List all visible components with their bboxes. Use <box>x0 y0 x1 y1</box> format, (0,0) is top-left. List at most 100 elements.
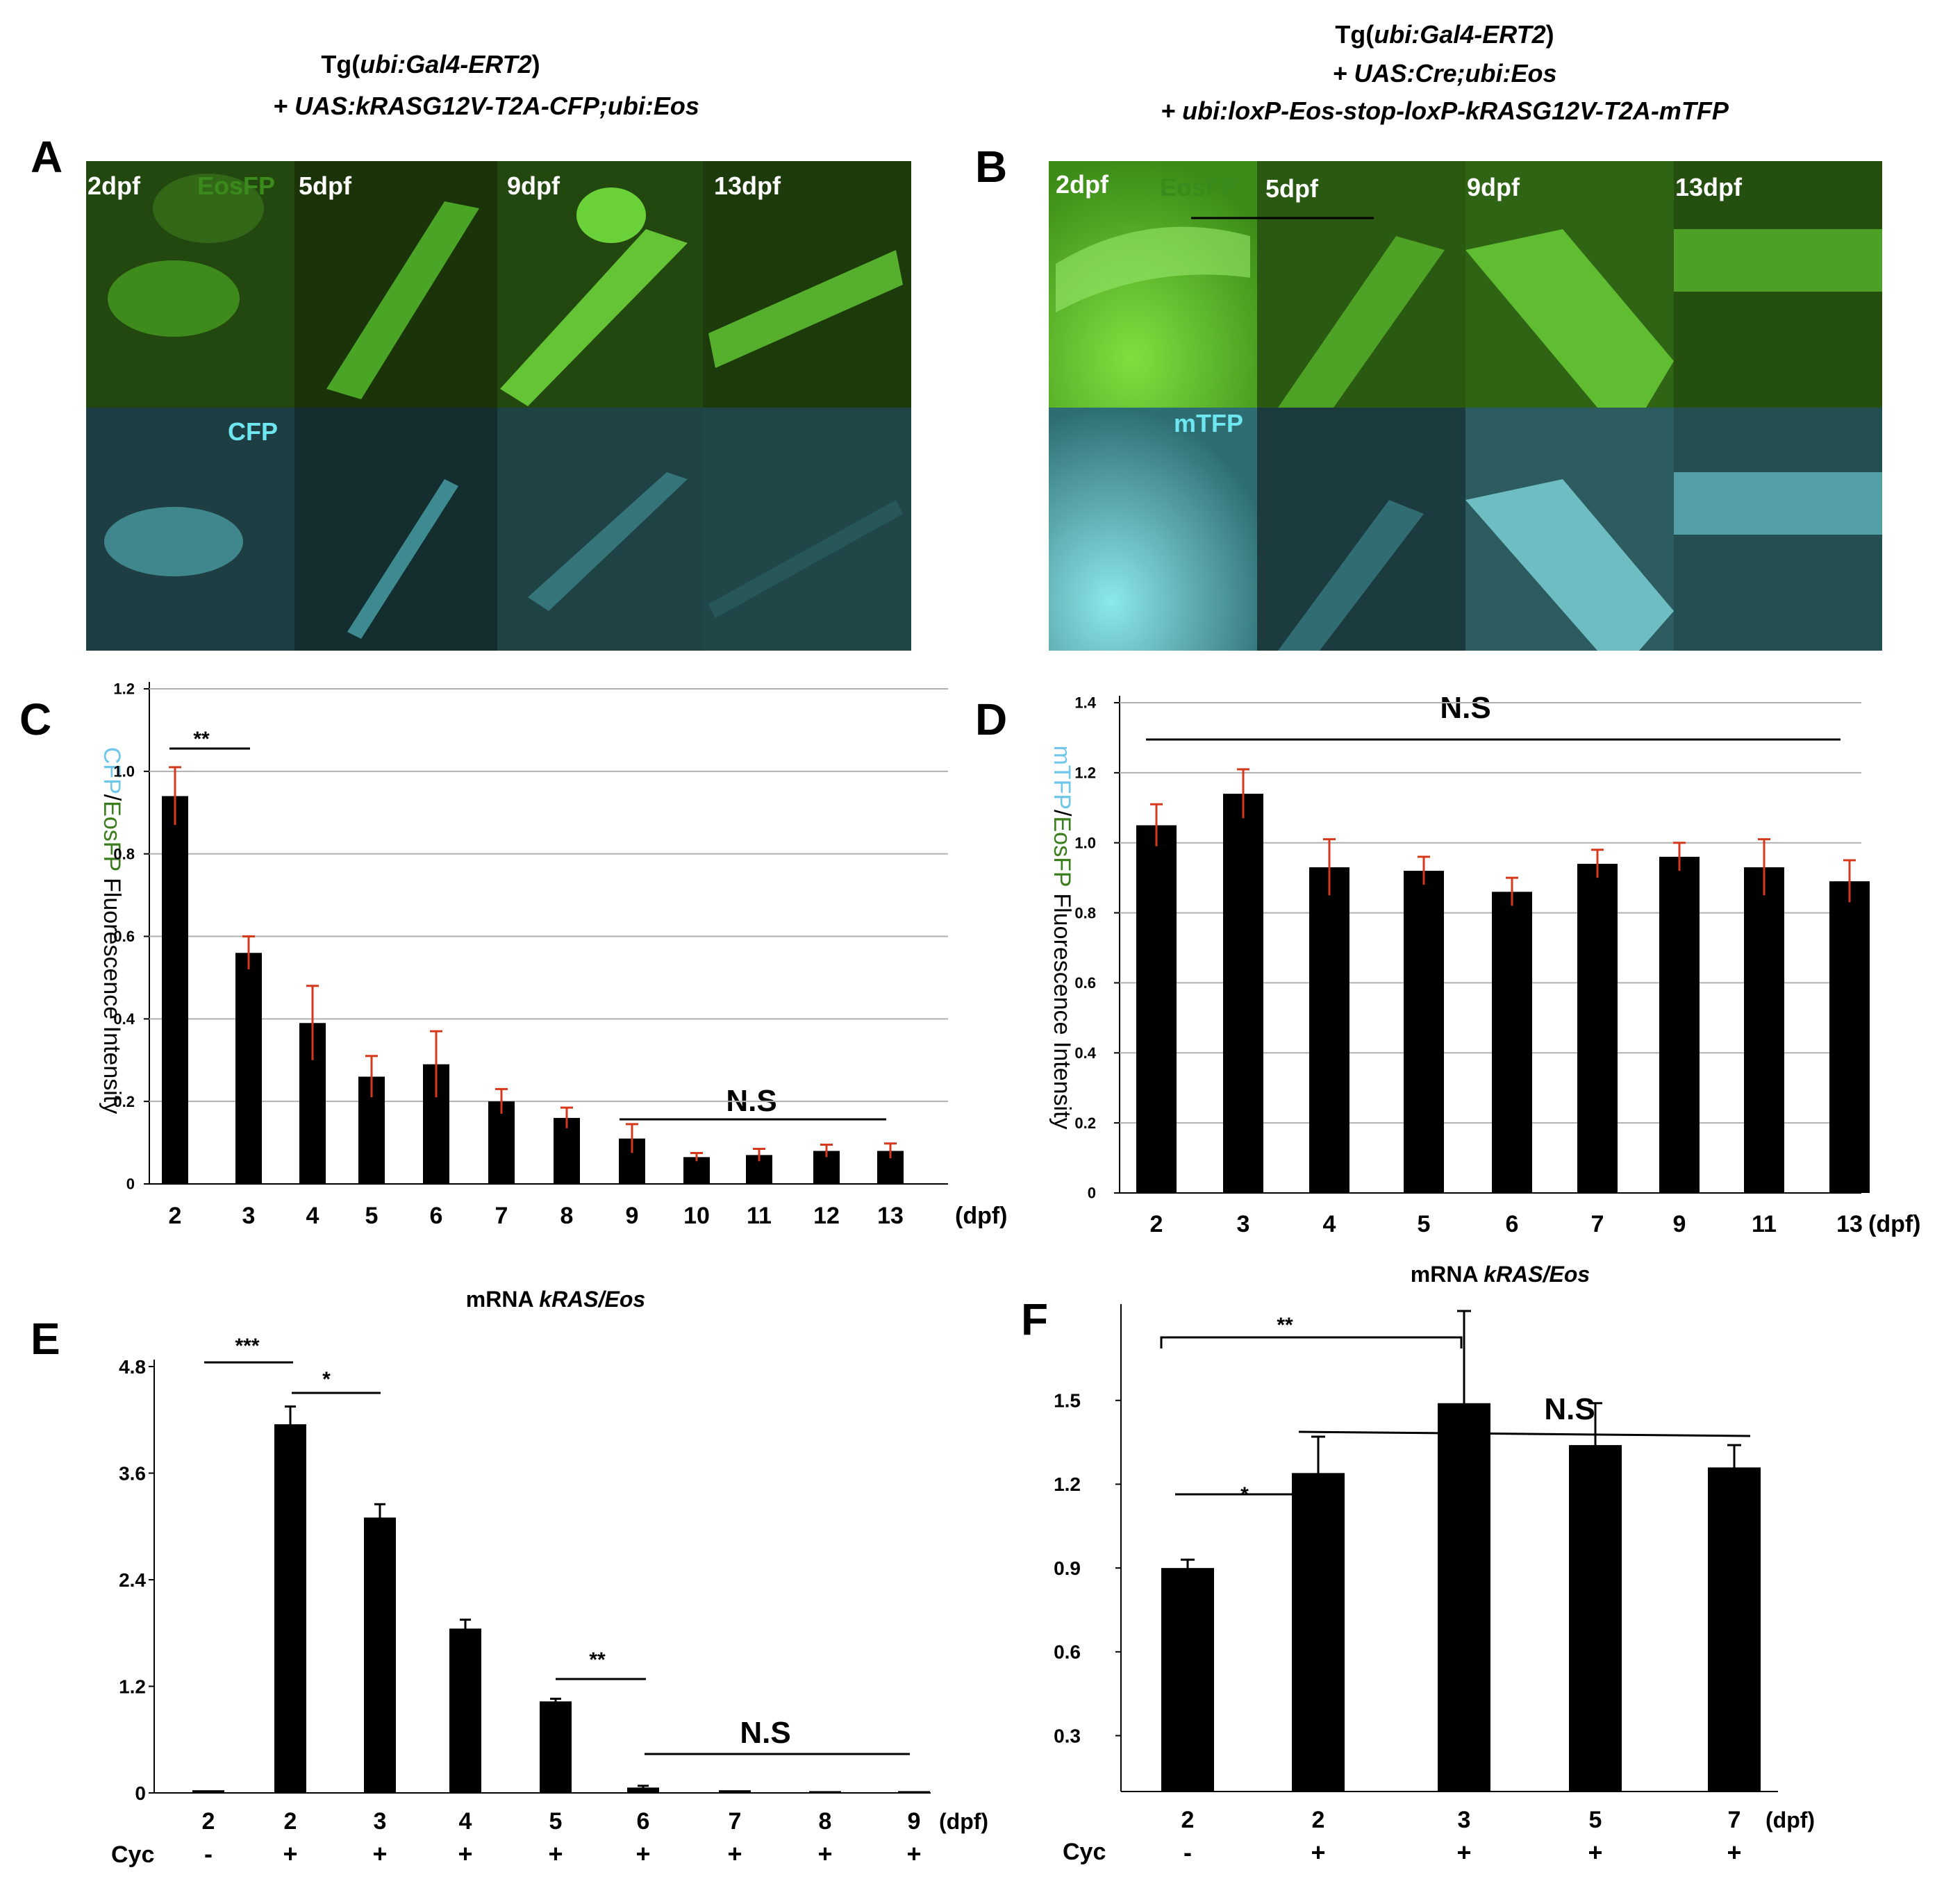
panel-b: B Tg(ubi:Gal4-ERT2) + UAS:Cre;ubi:Eos + … <box>975 20 1882 651</box>
x-tick-label: 2 <box>284 1808 297 1835</box>
x-tick-label: 5 <box>1589 1807 1602 1833</box>
bar <box>274 1424 306 1793</box>
chart-f-sig1-bracket <box>1160 1336 1463 1348</box>
x-tick-label: 7 <box>495 1203 508 1229</box>
x-tick-label: 11 <box>747 1203 772 1229</box>
panel-e-letter: E <box>31 1314 60 1364</box>
x-tick-label: 8 <box>819 1808 832 1835</box>
x-tick-label: 7 <box>1591 1211 1604 1237</box>
bar <box>1659 856 1700 1193</box>
cyc-label: + <box>283 1839 297 1868</box>
y-tick-label: 0.6 <box>1054 1642 1081 1663</box>
bar <box>1223 794 1263 1193</box>
bar <box>235 953 262 1184</box>
panel-a-micrographs <box>86 161 911 651</box>
x-tick-label: 3 <box>242 1203 256 1229</box>
y-tick-label: 0 <box>135 1782 146 1804</box>
y-tick-label: 4.8 <box>119 1356 146 1378</box>
label-a-2dpf: 2dpf <box>88 172 141 200</box>
bar <box>683 1157 710 1184</box>
x-tick-label: 12 <box>813 1203 840 1229</box>
label-b-9dpf: 9dpf <box>1467 173 1520 201</box>
chart-e-x-unit: (dpf) <box>939 1809 988 1834</box>
panel-b-header-line1: Tg(ubi:Gal4-ERT2) <box>1335 20 1554 49</box>
x-tick-label: 4 <box>1323 1211 1336 1237</box>
micrograph-b-mtfp-2dpf <box>1049 408 1257 651</box>
chart-c-x-unit: (dpf) <box>955 1203 1008 1229</box>
panel-f-letter: F <box>1021 1294 1048 1344</box>
label-b-eosfp: EosFP <box>1160 173 1238 201</box>
micrograph-a-cfp-9dpf <box>497 408 703 651</box>
y-tick-label: 2.4 <box>119 1569 146 1591</box>
x-tick-label: 5 <box>365 1203 379 1229</box>
chart-d-ns-label: N.S <box>1440 691 1490 725</box>
micrograph-a-cfp-5dpf <box>294 408 497 651</box>
bar <box>554 1117 580 1184</box>
y-tick-label: 1.0 <box>113 763 135 780</box>
panel-b-micrographs <box>1049 161 1882 651</box>
x-tick-label: 7 <box>729 1808 742 1835</box>
cyc-label: + <box>372 1839 387 1868</box>
x-tick-label: 5 <box>1418 1211 1431 1237</box>
label-a-cfp: CFP <box>228 417 278 446</box>
chart-e-sig1-label: *** <box>235 1335 259 1358</box>
y-tick-label: 0.4 <box>113 1010 135 1028</box>
y-tick-label: 1.2 <box>1054 1473 1081 1495</box>
y-tick-label: 3.6 <box>119 1462 146 1484</box>
y-tick-label: 1.4 <box>1074 694 1096 712</box>
x-tick-label: 6 <box>637 1808 650 1835</box>
x-tick-label: 4 <box>306 1203 319 1229</box>
chart-d: mTFP/EosFP Fluorescence Intensity (dpf) … <box>1049 691 1921 1237</box>
x-tick-label: 7 <box>1728 1807 1741 1833</box>
x-tick-label: 6 <box>430 1203 443 1229</box>
x-tick-label: 4 <box>459 1808 472 1835</box>
bar <box>1161 1568 1214 1792</box>
chart-f-ns-line <box>1298 1430 1751 1437</box>
cyc-label: + <box>727 1839 742 1868</box>
label-b-2dpf: 2dpf <box>1056 170 1109 199</box>
panel-a-header-line1: Tg(ubi:Gal4-ERT2) <box>321 50 540 78</box>
chart-f-cyc-label: Cyc <box>1063 1839 1106 1865</box>
x-tick-label: 2 <box>169 1203 182 1229</box>
bar <box>1136 825 1177 1193</box>
cyc-label: + <box>635 1839 650 1868</box>
bar <box>449 1628 481 1793</box>
x-tick-label: 13 <box>1836 1211 1863 1237</box>
panel-a-header-line2: + UAS:kRASG12V-T2A-CFP;ubi:Eos <box>273 92 699 120</box>
x-tick-label: 3 <box>374 1808 387 1835</box>
chart-f-ns-label: N.S <box>1544 1392 1595 1426</box>
x-tick-label: 9 <box>626 1203 639 1229</box>
cyc-label: - <box>1183 1838 1192 1867</box>
y-tick-label: 0.9 <box>1054 1558 1081 1579</box>
x-tick-label: 3 <box>1237 1211 1250 1237</box>
x-tick-label: 11 <box>1752 1211 1777 1237</box>
chart-d-ylabel: mTFP/EosFP Fluorescence Intensity <box>1049 745 1075 1129</box>
bar <box>192 1790 224 1793</box>
panel-b-letter: B <box>975 142 1007 192</box>
y-tick-label: 0 <box>126 1176 135 1193</box>
chart-e: mRNA kRAS/Eos (dpf) Cyc *** * ** N.S 0 1.… <box>111 1287 988 1868</box>
chart-c-ylabel: CFP/EosFP Fluorescence Intensity <box>99 747 125 1114</box>
bar <box>1292 1473 1345 1792</box>
y-tick-label: 1.2 <box>1074 765 1096 782</box>
x-tick-label: 10 <box>683 1203 710 1229</box>
bar <box>162 796 188 1184</box>
y-tick-label: 1.2 <box>113 680 135 698</box>
x-tick-label: 9 <box>908 1808 921 1835</box>
cyc-label: + <box>906 1839 921 1868</box>
micrograph-b-mtfp-5dpf <box>1257 408 1465 651</box>
y-tick-label: 0 <box>1088 1185 1096 1202</box>
y-tick-label: 0.2 <box>1074 1114 1096 1132</box>
bar <box>898 1791 930 1793</box>
label-a-9dpf: 9dpf <box>507 172 560 200</box>
cyc-label: + <box>1311 1838 1325 1867</box>
x-tick-label: 9 <box>1673 1211 1686 1237</box>
chart-c: CFP/EosFP Fluorescence Intensity (dpf) *… <box>99 680 1008 1229</box>
x-tick-label: 2 <box>1150 1211 1163 1237</box>
x-tick-label: 8 <box>560 1203 574 1229</box>
bar <box>1309 867 1349 1193</box>
label-a-eosfp: EosFP <box>197 172 275 200</box>
panel-d-letter: D <box>975 694 1007 744</box>
chart-e-ns-label: N.S <box>740 1716 790 1750</box>
panel-b-header-line3: + ubi:loxP-Eos-stop-loxP-kRASG12V-T2A-mT… <box>1161 97 1729 125</box>
